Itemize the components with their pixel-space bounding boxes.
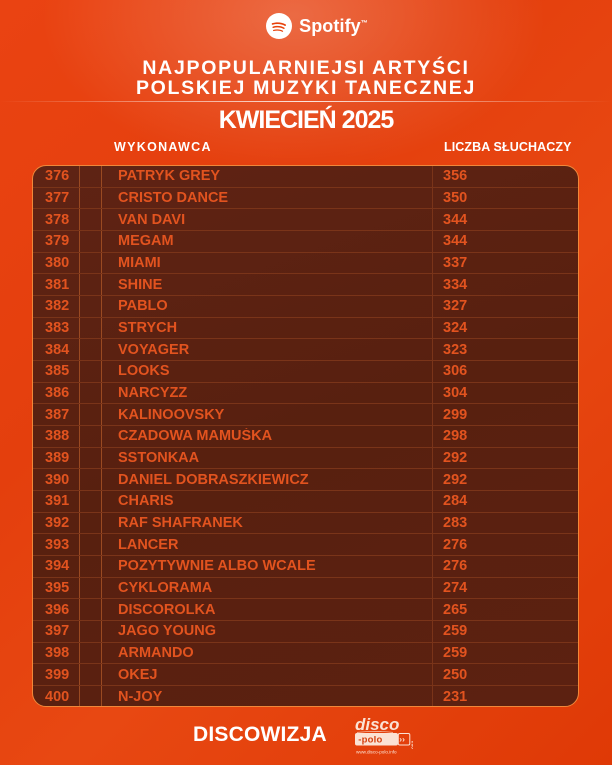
svg-text:disco: disco	[355, 715, 399, 734]
svg-text:-polo: -polo	[358, 734, 382, 745]
svg-text:info: info	[411, 741, 414, 749]
svg-text:www.disco-polo.info: www.disco-polo.info	[356, 750, 397, 755]
svg-text:››: ››	[399, 734, 405, 744]
